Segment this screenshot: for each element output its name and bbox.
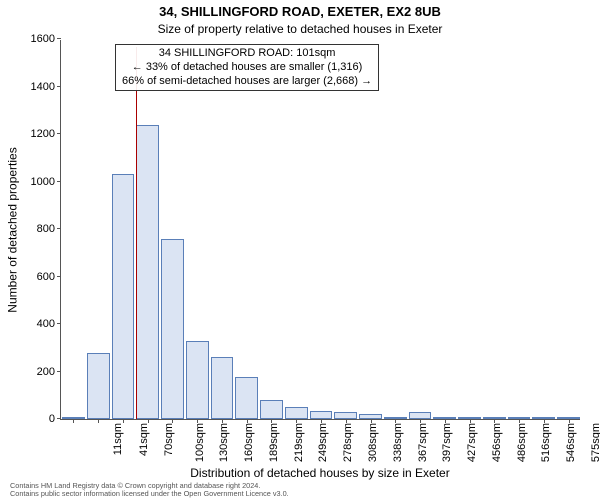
- x-tick-label: 486sqm: [514, 423, 528, 462]
- x-tick-label: 338sqm: [390, 423, 404, 462]
- histogram-bar: [260, 400, 283, 419]
- x-tick-label: 219sqm: [291, 423, 305, 462]
- x-tick-label: 427sqm: [464, 423, 478, 462]
- histogram-bar: [334, 412, 357, 419]
- y-tick-label: 1400: [31, 81, 61, 93]
- x-tick-mark: [98, 419, 99, 423]
- y-tick-mark: [57, 86, 61, 87]
- footer-attribution: Contains HM Land Registry data © Crown c…: [10, 482, 590, 498]
- x-tick-mark: [73, 419, 74, 423]
- histogram-bar: [87, 353, 110, 420]
- x-tick-label: 546sqm: [563, 423, 577, 462]
- property-marker-line: [136, 47, 137, 419]
- y-tick-label: 1000: [31, 176, 61, 188]
- x-axis-label: Distribution of detached houses by size …: [60, 466, 580, 480]
- annotation-line-2: ← 33% of detached houses are smaller (1,…: [122, 61, 372, 75]
- x-tick-label: 397sqm: [439, 423, 453, 462]
- x-tick-mark: [346, 419, 347, 423]
- x-tick-label: 70sqm: [161, 423, 175, 456]
- x-tick-mark: [470, 419, 471, 423]
- x-tick-label: 41sqm: [136, 423, 150, 456]
- annotation-box: 34 SHILLINGFORD ROAD: 101sqm ← 33% of de…: [115, 44, 379, 91]
- x-tick-label: 189sqm: [266, 423, 280, 462]
- x-tick-label: 278sqm: [340, 423, 354, 462]
- footer-line-2: Contains public sector information licen…: [10, 490, 590, 498]
- annotation-line-3: 66% of semi-detached houses are larger (…: [122, 75, 372, 89]
- x-tick-label: 11sqm: [111, 423, 125, 455]
- histogram-bar: [235, 377, 258, 419]
- x-tick-mark: [222, 419, 223, 423]
- y-tick-mark: [57, 228, 61, 229]
- chart-title: 34, SHILLINGFORD ROAD, EXETER, EX2 8UB: [0, 4, 600, 19]
- y-tick-mark: [57, 38, 61, 39]
- chart-container: 34, SHILLINGFORD ROAD, EXETER, EX2 8UB S…: [0, 0, 600, 500]
- histogram-bar: [112, 174, 135, 419]
- histogram-bar: [161, 239, 184, 420]
- y-tick-mark: [57, 418, 61, 419]
- x-tick-mark: [371, 419, 372, 423]
- histogram-bar: [310, 411, 333, 419]
- y-tick-label: 200: [37, 366, 61, 378]
- y-tick-mark: [57, 276, 61, 277]
- x-tick-mark: [519, 419, 520, 423]
- y-tick-mark: [57, 371, 61, 372]
- x-tick-mark: [296, 419, 297, 423]
- annotation-line-1: 34 SHILLINGFORD ROAD: 101sqm: [122, 47, 372, 61]
- x-tick-label: 249sqm: [316, 423, 330, 462]
- histogram-bar: [285, 407, 308, 419]
- x-tick-label: 516sqm: [538, 423, 552, 462]
- histogram-bar: [409, 412, 432, 419]
- y-tick-label: 400: [37, 318, 61, 330]
- x-tick-label: 100sqm: [192, 423, 206, 462]
- x-tick-label: 367sqm: [415, 423, 429, 462]
- y-tick-label: 800: [37, 223, 61, 235]
- x-tick-mark: [123, 419, 124, 423]
- histogram-bar: [211, 357, 234, 419]
- y-tick-mark: [57, 181, 61, 182]
- y-tick-label: 1600: [31, 33, 61, 45]
- y-tick-label: 1200: [31, 128, 61, 140]
- x-tick-mark: [569, 419, 570, 423]
- x-tick-label: 308sqm: [365, 423, 379, 462]
- x-tick-mark: [172, 419, 173, 423]
- x-tick-mark: [420, 419, 421, 423]
- x-tick-mark: [445, 419, 446, 423]
- x-tick-mark: [271, 419, 272, 423]
- y-tick-label: 600: [37, 271, 61, 283]
- y-tick-label: 0: [49, 413, 61, 425]
- x-tick-mark: [247, 419, 248, 423]
- histogram-bar: [136, 125, 159, 420]
- plot-area: 0200400600800100012001400160011sqm41sqm7…: [60, 40, 580, 420]
- y-tick-mark: [57, 133, 61, 134]
- y-axis-label: Number of detached properties: [6, 40, 20, 420]
- x-tick-mark: [395, 419, 396, 423]
- x-tick-mark: [321, 419, 322, 423]
- x-tick-mark: [544, 419, 545, 423]
- y-tick-mark: [57, 323, 61, 324]
- histogram-bar: [186, 341, 209, 419]
- x-tick-mark: [494, 419, 495, 423]
- x-tick-mark: [148, 419, 149, 423]
- chart-subtitle: Size of property relative to detached ho…: [0, 22, 600, 36]
- x-tick-label: 456sqm: [489, 423, 503, 462]
- x-tick-label: 575sqm: [588, 423, 600, 462]
- x-tick-label: 160sqm: [241, 423, 255, 462]
- x-tick-mark: [197, 419, 198, 423]
- x-tick-label: 130sqm: [217, 423, 231, 462]
